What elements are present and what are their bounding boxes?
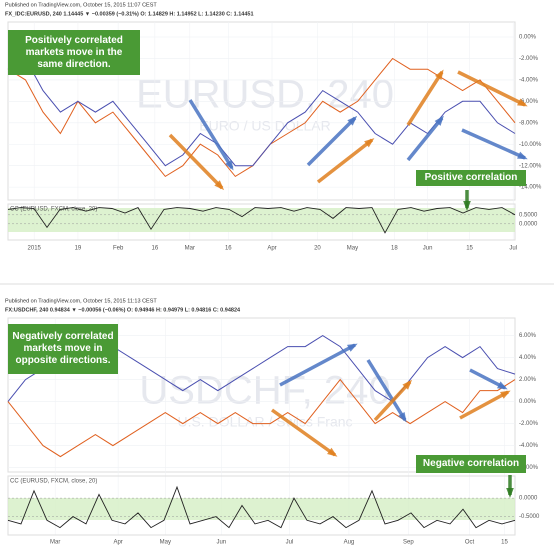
annotation-text: Negative correlation xyxy=(416,455,526,473)
y-tick-label: -12.00% xyxy=(519,163,542,169)
y-tick-label: 0.00% xyxy=(519,399,537,405)
x-tick-label: 2015 xyxy=(28,246,42,252)
arrow-head xyxy=(225,160,234,171)
annotation: Positive correlation xyxy=(416,170,526,186)
x-tick-label: 20 xyxy=(314,246,321,252)
annotation-text: Negatively correlated markets move in op… xyxy=(8,324,118,374)
x-tick-label: 15 xyxy=(466,246,473,252)
x-tick-label: 15 xyxy=(501,540,508,546)
y-tick-label: -6.00% xyxy=(519,465,539,471)
annotation: Positively correlated markets move in th… xyxy=(8,30,140,75)
y-tick-label: -2.00% xyxy=(519,421,539,427)
arrow-head xyxy=(463,200,471,211)
arrow-head xyxy=(434,115,444,126)
y-tick-label: 0.00% xyxy=(519,35,537,41)
annotation-text: Positive correlation xyxy=(416,170,526,186)
arrow-head xyxy=(434,69,444,80)
arrow xyxy=(406,71,444,126)
x-tick-label: May xyxy=(347,246,358,252)
arrow-head xyxy=(506,487,514,498)
indicator-band xyxy=(8,498,515,520)
arrow-head xyxy=(327,447,338,457)
x-tick-label: Feb xyxy=(113,246,124,252)
arrow xyxy=(188,99,234,169)
x-tick-label: Mar xyxy=(185,246,195,252)
price-panel xyxy=(7,317,516,473)
arrow xyxy=(316,138,374,184)
header: Published on TradingView.com, October 15… xyxy=(5,2,157,8)
indicator-line xyxy=(7,207,516,234)
y-tick-label: 4.00% xyxy=(519,355,537,361)
watermark-sub: EURO / US DOLLAR xyxy=(199,118,330,134)
arrow xyxy=(461,128,526,160)
x-tick-label: 18 xyxy=(391,246,398,252)
y-tick-label: -4.00% xyxy=(519,443,539,449)
y-tick-label: 2.00% xyxy=(519,377,537,383)
x-tick-label: May xyxy=(160,540,171,546)
arrow xyxy=(306,116,357,167)
price-panel xyxy=(7,21,516,201)
x-tick-label: Apr xyxy=(267,246,276,252)
x-tick-label: Sep xyxy=(403,540,414,546)
x-tick-label: Oct xyxy=(465,540,475,546)
y-tick-label: -6.00% xyxy=(519,99,539,105)
watermark: USDCHF, 240 xyxy=(139,369,390,413)
x-tick-label: Jun xyxy=(216,540,226,546)
indicator-tick-label: -0.5000 xyxy=(519,514,540,520)
y-tick-label: 6.00% xyxy=(519,333,537,339)
arrow-head xyxy=(347,115,358,126)
arrow xyxy=(406,116,444,162)
indicator-label: CC (EURUSD, FXCM, close, 20) xyxy=(10,479,97,485)
watermark-sub: U.S. DOLLAR / Swiss Franc xyxy=(177,414,352,430)
arrow-head xyxy=(398,412,407,423)
x-tick-label: 16 xyxy=(225,246,232,252)
annotation: Negatively correlated markets move in op… xyxy=(8,324,118,374)
arrow-head xyxy=(402,379,413,390)
y-tick-label: -10.00% xyxy=(519,142,542,148)
arrow xyxy=(457,70,526,107)
arrow-head xyxy=(364,138,375,148)
watermark: EURUSD, 240 xyxy=(136,73,394,117)
y-tick-label: -4.00% xyxy=(519,77,539,83)
indicator-band xyxy=(8,208,515,232)
x-tick-label: Apr xyxy=(113,540,122,546)
y-tick-label: -2.00% xyxy=(519,56,539,62)
header: Published on TradingView.com, October 15… xyxy=(5,298,157,304)
indicator-tick-label: 0.5000 xyxy=(519,212,538,218)
indicator-line xyxy=(7,485,516,529)
symbol-info: FX_IDC:EURUSD, 240 1.14445 ▼ −0.00359 (−… xyxy=(5,11,254,17)
arrow xyxy=(168,133,224,190)
x-tick-label: Jun xyxy=(423,246,433,252)
x-tick-label: 19 xyxy=(75,246,82,252)
symbol-info: FX:USDCHF, 240 0.94834 ▼ −0.00056 (−0.06… xyxy=(5,307,241,313)
arrow xyxy=(270,408,337,457)
arrow xyxy=(279,343,356,387)
indicator-tick-label: 0.0000 xyxy=(519,496,538,502)
x-tick-label: Mar xyxy=(50,540,60,546)
arrow-head xyxy=(347,343,358,352)
arrow xyxy=(366,359,407,421)
indicator-label: CC (EURUSD, FXCM, close, 20) xyxy=(10,207,97,213)
arrow-head xyxy=(497,381,508,390)
annotation-text: Positively correlated markets move in th… xyxy=(8,30,140,75)
arrow-head xyxy=(500,390,511,399)
x-tick-label: 16 xyxy=(152,246,159,252)
arrow xyxy=(459,390,509,420)
arrow-head xyxy=(214,180,225,191)
indicator-tick-label: 0.0000 xyxy=(519,221,538,227)
x-tick-label: Jul xyxy=(509,246,517,252)
price-line xyxy=(7,378,516,458)
annotation: Negative correlation xyxy=(416,455,526,473)
y-tick-label: -14.00% xyxy=(519,185,542,191)
arrow xyxy=(373,380,412,422)
arrow-head xyxy=(517,151,528,160)
arrow-head xyxy=(517,98,528,107)
x-tick-label: Aug xyxy=(344,540,355,546)
y-tick-label: -8.00% xyxy=(519,120,539,126)
x-tick-label: Jul xyxy=(286,540,294,546)
